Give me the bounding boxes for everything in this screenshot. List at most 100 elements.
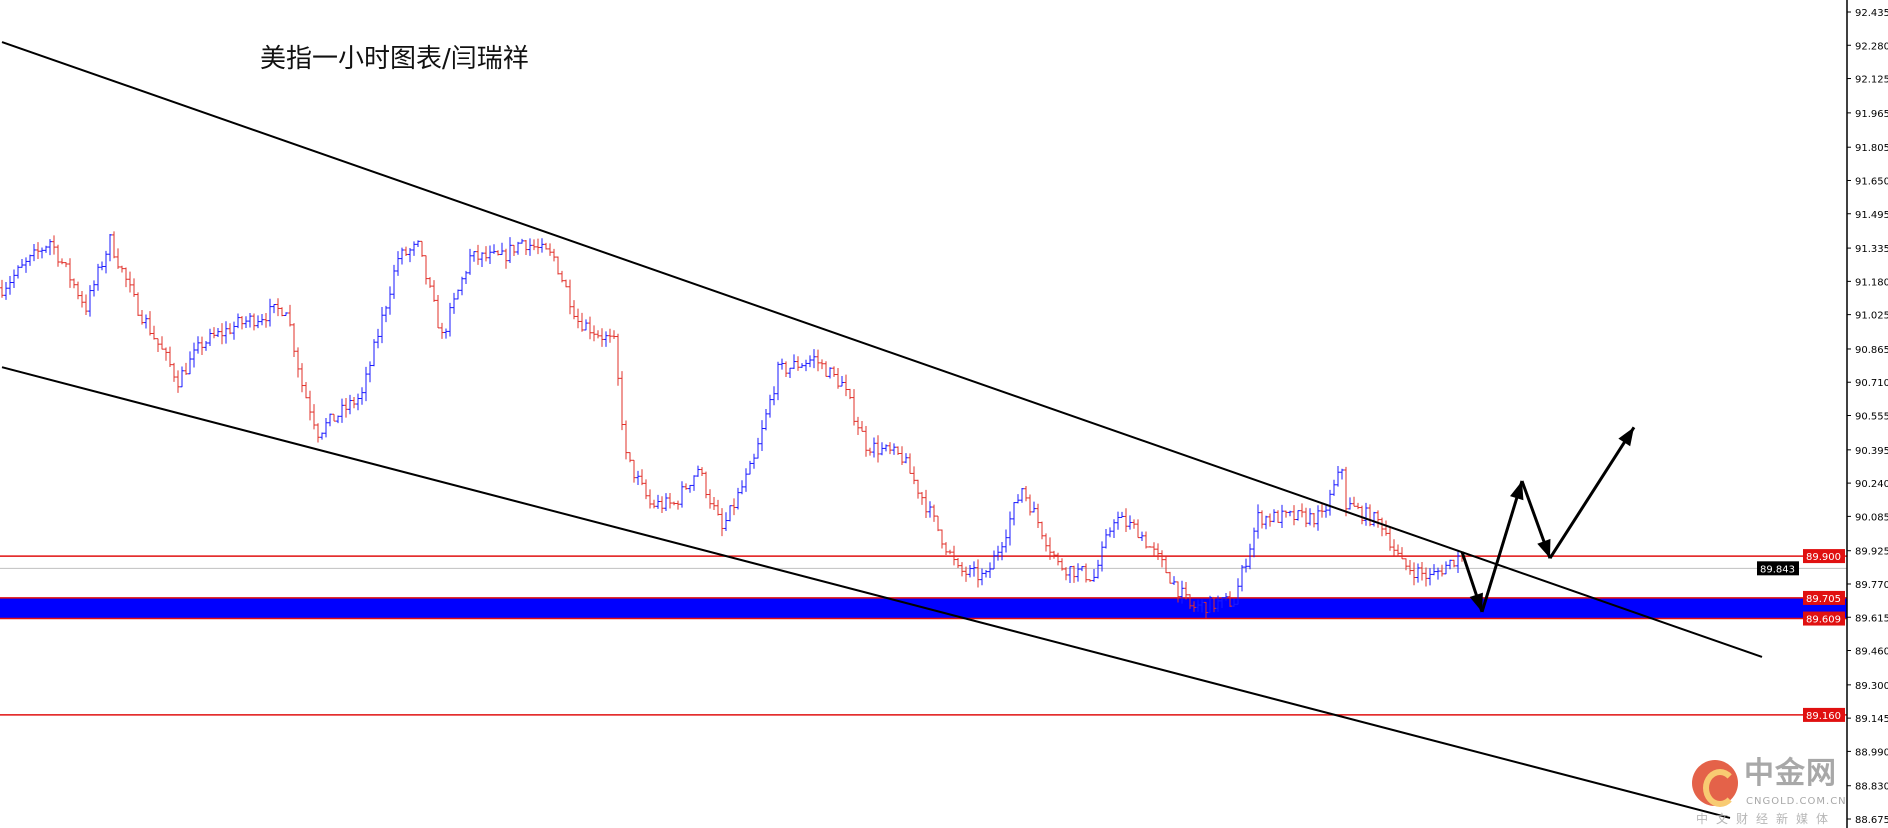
ohlc-bar <box>436 295 440 329</box>
ohlc-bar <box>296 347 300 378</box>
ohlc-bar <box>428 277 432 288</box>
ohlc-bar <box>264 313 268 328</box>
y-tick-label: 88.675 <box>1855 815 1888 826</box>
ohlc-bar <box>164 347 168 361</box>
ohlc-bar <box>148 311 152 336</box>
ohlc-bar <box>620 371 624 431</box>
ohlc-bar <box>548 243 552 256</box>
ohlc-bar <box>652 499 656 509</box>
ohlc-bar <box>588 316 592 340</box>
ohlc-bar <box>1252 527 1256 558</box>
ohlc-bar <box>340 398 344 423</box>
ohlc-bar <box>416 240 420 247</box>
ohlc-bar <box>152 325 156 340</box>
ohlc-bar <box>156 338 160 352</box>
ohlc-bar <box>912 466 916 485</box>
ohlc-bar <box>812 349 816 369</box>
ohlc-bar <box>1028 494 1032 516</box>
ohlc-bar <box>956 557 960 569</box>
y-tick-label: 90.085 <box>1855 512 1888 523</box>
ohlc-bar <box>720 508 724 537</box>
ohlc-bar <box>1104 528 1108 549</box>
ohlc-bar <box>1120 511 1124 518</box>
ohlc-bar <box>1192 601 1196 612</box>
ohlc-bar <box>860 421 864 432</box>
ohlc-bar <box>740 480 744 495</box>
ohlc-bar <box>468 248 472 275</box>
ohlc-bar <box>984 570 988 578</box>
level-price-tag-bg <box>1803 707 1845 722</box>
ohlc-bar <box>272 304 276 314</box>
ohlc-bar <box>928 501 932 518</box>
ohlc-bar <box>528 238 532 256</box>
ohlc-bar <box>1304 507 1308 528</box>
ohlc-bar <box>276 298 280 317</box>
ohlc-bar <box>1088 579 1092 582</box>
ohlc-bar <box>1348 497 1352 510</box>
ohlc-bar <box>1332 479 1336 496</box>
ohlc-bar <box>532 239 536 251</box>
ohlc-bar <box>1376 510 1380 528</box>
ohlc-bar <box>1436 567 1440 580</box>
ohlc-bar <box>880 442 884 456</box>
y-tick-label: 92.435 <box>1855 8 1888 19</box>
ohlc-bar <box>172 362 176 382</box>
ohlc-bar <box>144 314 148 329</box>
ohlc-bar <box>820 359 824 370</box>
ohlc-bar <box>1164 556 1168 574</box>
ohlc-bar <box>1408 559 1412 575</box>
ohlc-bar <box>1404 558 1408 571</box>
ohlc-bar <box>1328 489 1332 516</box>
ohlc-bar <box>504 248 508 269</box>
ohlc-bar <box>4 281 8 300</box>
ohlc-bar <box>452 292 456 314</box>
ohlc-bar <box>908 453 912 474</box>
ohlc-bar <box>1344 466 1348 517</box>
ohlc-bar <box>924 489 928 518</box>
ohlc-bar <box>996 545 1000 561</box>
ohlc-bar <box>60 258 64 265</box>
ohlc-bar <box>100 261 104 271</box>
ohlc-bar <box>632 459 636 483</box>
current-price-tag-bg <box>1757 561 1799 576</box>
ohlc-bar <box>680 481 684 508</box>
ohlc-bar <box>636 470 640 485</box>
ohlc-bar <box>1004 529 1008 553</box>
ohlc-bar <box>796 356 800 371</box>
y-tick-label: 90.865 <box>1855 345 1888 356</box>
ohlc-bar <box>1008 511 1012 546</box>
ohlc-bar <box>140 309 144 325</box>
ohlc-bar <box>1456 549 1460 573</box>
cngold-logo: 中金网 CNGOLD.COM.CN 中文财经新媒体 <box>1688 756 1846 828</box>
ohlc-bar <box>728 505 732 522</box>
ohlc-bar <box>724 512 728 531</box>
ohlc-bar <box>832 366 836 377</box>
ohlc-bar <box>356 393 360 411</box>
y-tick-label: 91.335 <box>1855 244 1888 255</box>
ohlc-bar <box>564 279 568 288</box>
ohlc-bar <box>1116 511 1120 530</box>
ohlc-bar <box>380 307 384 344</box>
ohlc-bar <box>480 252 484 268</box>
ohlc-bar <box>1244 558 1248 573</box>
ohlc-bar <box>848 388 852 400</box>
ohlc-bar <box>304 381 308 399</box>
ohlc-bar <box>372 339 376 367</box>
ohlc-bar <box>1428 568 1432 586</box>
ohlc-bar <box>1176 581 1180 603</box>
ohlc-bar <box>844 374 848 397</box>
ohlc-bar <box>424 255 428 285</box>
ohlc-bar <box>1044 533 1048 552</box>
ohlc-bar <box>384 305 388 323</box>
ohlc-bar <box>28 254 32 266</box>
y-tick-label: 89.145 <box>1855 714 1888 725</box>
ohlc-bar <box>952 545 956 566</box>
trend-line <box>1 41 1763 658</box>
ohlc-bar <box>744 468 748 492</box>
y-tick-label: 91.965 <box>1855 109 1888 120</box>
ohlc-bar <box>1444 561 1448 575</box>
ohlc-bar <box>1092 569 1096 582</box>
chart-title: 美指一小时图表/闫瑞祥 <box>260 44 529 74</box>
ohlc-bar <box>1068 566 1072 584</box>
